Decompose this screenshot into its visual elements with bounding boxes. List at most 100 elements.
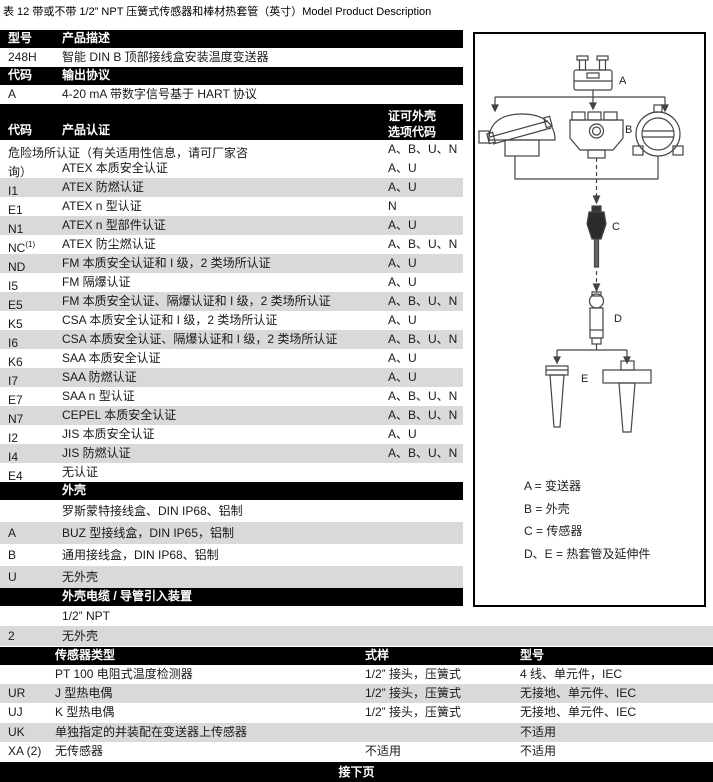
branch-lines	[491, 90, 669, 113]
column-header-code: 代码	[8, 123, 33, 137]
table-row: B 通用接线盒，DIN IP68、铝制	[0, 544, 463, 566]
sensor-drawing	[586, 205, 607, 293]
footer-label: 接下页	[338, 765, 375, 779]
table-row: ND FM 本质安全认证和 I 级，2 类场所认证 A、U	[0, 254, 463, 274]
row-model: 不适用	[520, 743, 557, 758]
row-cert-desc: ATEX 本质安全认证	[62, 161, 168, 175]
row-options: A、U	[388, 427, 417, 441]
row-code: I7	[8, 374, 19, 388]
row-code: UJ	[8, 705, 23, 720]
table-row: 危险场所认证（有关适用性信息，请可厂家咨 A、B、U、N	[0, 140, 463, 160]
row-style: 1/2” 接头，压簧式	[365, 705, 462, 720]
housing-head-drawing	[569, 111, 624, 159]
section-header-housing: 外壳	[62, 483, 87, 497]
row-desc: 无外壳	[62, 629, 99, 643]
row-desc: 无外壳	[62, 570, 99, 584]
row-options: A、U	[388, 256, 417, 270]
thermowell-branch-lines	[553, 344, 631, 365]
row-desc: 罗斯蒙特接线盒、DIN IP68、铝制	[62, 504, 243, 518]
column-header-code: 代码	[8, 68, 33, 82]
row-desc: 通用接线盒，DIN IP68、铝制	[62, 548, 219, 562]
table-row: 1/2” NPT	[0, 606, 463, 626]
row-cert-desc: SAA 防燃认证	[62, 370, 137, 384]
row-code: I5	[8, 279, 19, 293]
sensor-header-bar: 传感器类型 式样 型号	[0, 647, 713, 665]
row-code: N7	[8, 412, 24, 426]
table-row: 罗斯蒙特接线盒、DIN IP68、铝制	[0, 500, 463, 522]
row-sensor-type: 无传感器	[55, 743, 104, 758]
cert-rows: 危险场所认证（有关适用性信息，请可厂家咨 A、B、U、N 询） ATEX 本质安…	[0, 140, 713, 483]
row-code: U	[8, 570, 17, 584]
extension-drawing	[588, 291, 605, 345]
row-cert-desc: ATEX 防尘燃认证	[62, 237, 156, 251]
row-code: N1	[8, 222, 24, 236]
row-code: 询）	[8, 165, 33, 179]
column-header-model: 型号	[520, 648, 545, 662]
row-code: UR	[8, 686, 26, 701]
row-cert-desc: CSA 本质安全认证、隔爆认证和 I 级，2 类场所认证	[62, 332, 338, 346]
table-row: A 4-20 mA 带数字信号基于 HART 协议	[0, 85, 463, 104]
row-cert-desc: CEPEL 本质安全认证	[62, 408, 177, 422]
assembly-diagram-drawing: A B C D E A = 变送器 B = 外壳 C = 传感器 D、E = 热…	[478, 55, 684, 561]
transmitter-drawing	[573, 55, 613, 91]
row-code: I4	[8, 450, 19, 464]
column-header-options-line2: 选项代码	[388, 125, 437, 139]
table-row: E1 ATEX n 型认证 N	[0, 197, 463, 217]
table-title: 表 12 带或不带 1/2” NPT 压簧式传感器和棒材热套管（英寸）Model…	[3, 6, 432, 18]
row-code: E5	[8, 298, 23, 312]
row-cert-desc: ATEX 防燃认证	[62, 180, 144, 194]
diagram-label-d: D	[614, 313, 622, 325]
sensor-rows: PT 100 电阻式温度检测器 1/2” 接头，压簧式 4 线、单元件，IEC …	[0, 665, 713, 761]
row-options: A、B、U、N	[388, 237, 458, 251]
row-code: XA (2)	[8, 743, 42, 758]
table-row: 询） ATEX 本质安全认证 A、U	[0, 159, 463, 179]
row-code: I6	[8, 336, 19, 350]
row-sensor-type: 单独指定的并装配在变送器上传感器	[55, 724, 248, 739]
row-options: A、B、U、N	[388, 332, 458, 346]
row-desc: 智能 DIN B 顶部接线盒安装温度变送器	[62, 50, 269, 64]
row-model: 4 线、单元件，IEC	[520, 667, 623, 681]
output-rows: A 4-20 mA 带数字信号基于 HART 协议	[0, 85, 713, 104]
table-row: K5 CSA 本质安全认证和 I 级，2 类场所认证 A、U	[0, 311, 463, 331]
table-row: I7 SAA 防燃认证 A、U	[0, 368, 463, 388]
diagram-legend-c: C = 传感器	[524, 523, 582, 538]
table-row: I1 ATEX 防燃认证 A、U	[0, 178, 463, 198]
housing-rows: 罗斯蒙特接线盒、DIN IP68、铝制 A BUZ 型接线盒，DIN IP65，…	[0, 500, 713, 588]
row-options: A、U	[388, 218, 417, 232]
row-options: A、U	[388, 180, 417, 194]
row-options: A、B、U、N	[388, 389, 458, 403]
row-options: A、U	[388, 370, 417, 384]
column-header-desc: 产品描述	[62, 31, 111, 45]
table-row: PT 100 电阻式温度检测器 1/2” 接头，压簧式 4 线、单元件，IEC	[0, 665, 713, 684]
row-sensor-type: J 型热电偶	[55, 686, 113, 701]
entry-header-bar: 外壳电缆 / 导管引入装置	[0, 588, 463, 606]
table-row: U 无外壳	[0, 566, 463, 588]
cert-header-bar: 代码 产品认证 证可外壳 选项代码	[0, 104, 463, 140]
row-code: E1	[8, 203, 23, 217]
thermowell-flanged-drawing	[602, 360, 652, 433]
table-row: E5 FM 本质安全认证、隔爆认证和 I 级，2 类场所认证 A、B、U、N	[0, 292, 463, 312]
collector-lines	[514, 156, 659, 205]
column-header-style: 式样	[365, 648, 390, 662]
row-cert-desc: SAA n 型认证	[62, 389, 135, 403]
housing-dome-drawing	[478, 113, 556, 157]
row-code: K6	[8, 355, 23, 369]
table-row: UJ K 型热电偶 1/2” 接头，压簧式 无接地、单元件、IEC	[0, 703, 713, 722]
row-model: 无接地、单元件、IEC	[520, 705, 637, 720]
diagram-legend-a: A = 变送器	[524, 478, 581, 493]
continued-footer-bar: 接下页	[0, 762, 713, 782]
diagram-legend-b: B = 外壳	[524, 502, 570, 516]
row-cert-desc: JIS 防燃认证	[62, 446, 131, 460]
row-code: UK	[8, 724, 25, 739]
row-cert-desc: FM 本质安全认证和 I 级，2 类场所认证	[62, 256, 271, 270]
diagram-label-a: A	[619, 75, 627, 87]
row-desc: 1/2” NPT	[62, 609, 111, 623]
row-options: A、U	[388, 275, 417, 289]
table-row: A BUZ 型接线盒，DIN IP65，铝制	[0, 522, 463, 544]
table-row: I6 CSA 本质安全认证、隔爆认证和 I 级，2 类场所认证 A、B、U、N	[0, 330, 463, 350]
diagram-legend-de: D、E = 热套管及延伸件	[524, 546, 650, 561]
row-sensor-type: K 型热电偶	[55, 705, 115, 720]
housing-round-drawing	[632, 104, 684, 157]
row-model: 无接地、单元件、IEC	[520, 686, 637, 701]
